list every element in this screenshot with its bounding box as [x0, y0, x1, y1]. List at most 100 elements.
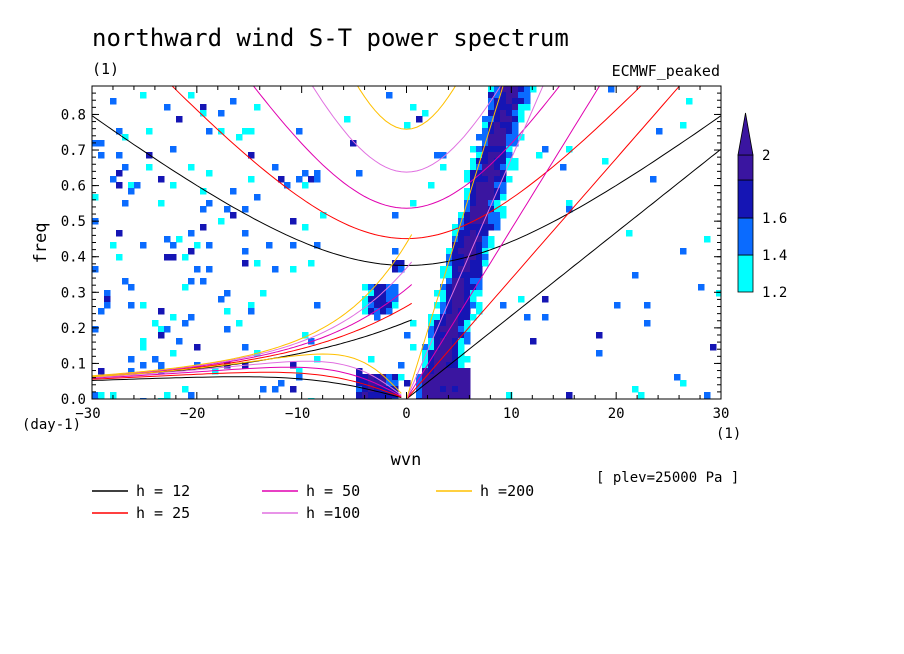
shade-cell: [452, 248, 459, 255]
shade-cell: [422, 356, 429, 363]
shade-cell: [200, 104, 207, 111]
shade-cell: [446, 260, 453, 267]
shade-cell: [488, 242, 495, 249]
shade-cell: [542, 314, 549, 321]
shade-cell: [494, 128, 501, 135]
shade-cell: [440, 362, 447, 369]
shade-cell: [386, 290, 393, 297]
shade-cell: [464, 206, 471, 213]
legend-label: h = 50: [306, 482, 360, 500]
shade-cell: [134, 182, 141, 189]
shade-cell: [452, 374, 459, 381]
shade-cell: [488, 188, 495, 195]
shade-cell: [434, 392, 441, 399]
colorbar-label: 1.2: [762, 285, 787, 301]
shade-cell: [518, 116, 525, 123]
shade-cell: [458, 248, 465, 255]
shade-cell: [224, 326, 231, 333]
shade-cell: [494, 134, 501, 141]
shade-cell: [428, 380, 435, 387]
shade-cell: [494, 206, 501, 213]
x-tick-label: 0: [402, 406, 410, 422]
shade-cell: [500, 194, 507, 201]
shade-cell: [476, 212, 483, 219]
shade-cell: [170, 350, 177, 357]
shade-cell: [500, 98, 507, 105]
shade-cell: [218, 296, 225, 303]
gravity-curve: [171, 86, 642, 240]
shade-cell: [104, 296, 111, 303]
y-tick-label: 0.3: [61, 285, 86, 301]
shade-cell: [488, 164, 495, 171]
shade-cell: [500, 158, 507, 165]
shade-cell: [500, 140, 507, 147]
shade-cell: [170, 314, 177, 321]
shade-cell: [368, 374, 375, 381]
shade-cell: [458, 332, 465, 339]
shade-cell: [446, 374, 453, 381]
shade-cell: [368, 356, 375, 363]
shade-cell: [200, 188, 207, 195]
shade-cell: [500, 146, 507, 153]
shade-cell: [488, 218, 495, 225]
colorbar-box: [737, 179, 754, 219]
shade-cell: [434, 386, 441, 393]
shade-cell: [116, 254, 123, 261]
shade-cell: [464, 320, 471, 327]
shade-cell: [500, 302, 507, 309]
shade-cell: [140, 338, 147, 345]
shade-cell: [626, 230, 633, 237]
shade-cell: [500, 206, 507, 213]
shade-cell: [464, 284, 471, 291]
shade-cell: [242, 344, 249, 351]
shade-cell: [206, 266, 213, 273]
shade-cell: [446, 380, 453, 387]
shade-cell: [200, 224, 207, 231]
shade-cell: [446, 266, 453, 273]
shade-cell: [296, 368, 303, 375]
shade-cell: [452, 356, 459, 363]
legend: h = 12 h = 25 h = 50 h =100 h =200: [92, 482, 534, 522]
shade-cell: [512, 98, 519, 105]
shade-cell: [416, 392, 423, 399]
shade-cell: [440, 380, 447, 387]
shade-cell: [488, 98, 495, 105]
shade-cell: [362, 380, 369, 387]
shade-cell: [440, 290, 447, 297]
shade-cell: [470, 170, 477, 177]
shade-cell: [302, 332, 309, 339]
shade-cell: [194, 344, 201, 351]
shade-cell: [404, 380, 411, 387]
shade-cell: [464, 386, 471, 393]
shade-cell: [380, 302, 387, 309]
shade-cell: [470, 200, 477, 207]
shade-cell: [380, 386, 387, 393]
shade-cell: [392, 296, 399, 303]
shade-cell: [470, 272, 477, 279]
shade-cell: [164, 104, 171, 111]
shade-cell: [218, 128, 225, 135]
shade-cell: [458, 362, 465, 369]
shade-cell: [458, 242, 465, 249]
shade-cell: [260, 386, 267, 393]
shade-cell: [440, 368, 447, 375]
shade-cell: [506, 146, 513, 153]
shade-cell: [464, 170, 471, 177]
shade-cell: [500, 92, 507, 99]
shade-cell: [680, 380, 687, 387]
shade-cell: [140, 242, 147, 249]
shade-cell: [458, 266, 465, 273]
shade-cell: [380, 296, 387, 303]
shade-cell: [362, 296, 369, 303]
shade-cell: [452, 296, 459, 303]
shade-cell: [440, 320, 447, 327]
shade-cell: [452, 290, 459, 297]
shade-cell: [452, 326, 459, 333]
shade-cell: [422, 350, 429, 357]
shade-cell: [488, 236, 495, 243]
shade-cell: [560, 164, 567, 171]
shade-cell: [470, 212, 477, 219]
shade-cell: [446, 248, 453, 255]
shade-cell: [128, 284, 135, 291]
shade-cell: [698, 284, 705, 291]
